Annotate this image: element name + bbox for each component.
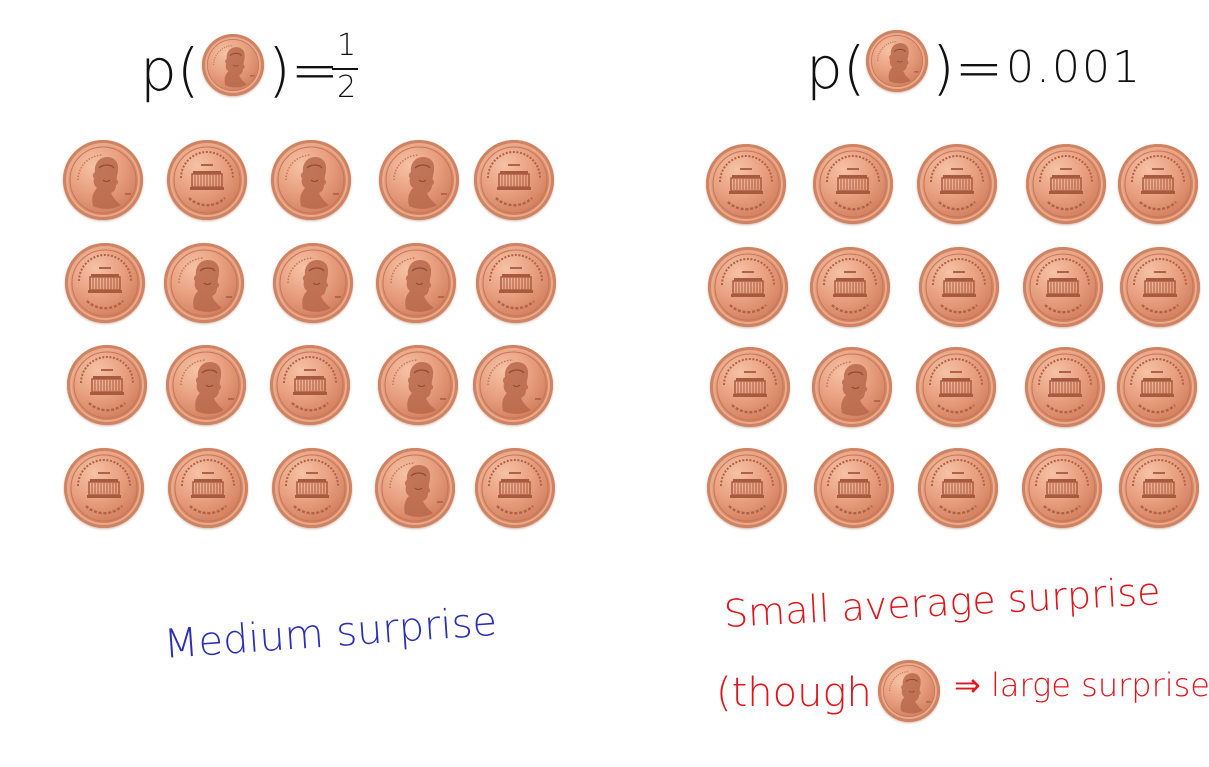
right-formula-suffix: )=	[932, 34, 1004, 102]
penny-tails-icon	[474, 140, 554, 220]
penny-tails-icon	[813, 144, 893, 224]
penny-heads-icon	[866, 30, 928, 92]
penny-tails-icon	[1022, 448, 1102, 528]
penny-heads-icon	[376, 243, 456, 323]
penny-tails-icon	[814, 448, 894, 528]
penny-tails-icon	[1023, 247, 1103, 327]
penny-tails-icon	[1119, 448, 1199, 528]
penny-tails-icon	[918, 448, 998, 528]
penny-tails-icon	[917, 144, 997, 224]
penny-tails-icon	[1118, 144, 1198, 224]
penny-tails-icon	[708, 247, 788, 327]
penny-tails-icon	[272, 448, 352, 528]
penny-tails-icon	[919, 247, 999, 327]
left-fraction-bar	[332, 68, 358, 70]
penny-tails-icon	[168, 448, 248, 528]
left-fraction-denominator: 2	[337, 70, 357, 105]
penny-tails-icon	[810, 247, 890, 327]
penny-tails-icon	[270, 345, 350, 425]
penny-heads-icon	[378, 345, 458, 425]
right-caption-line2-prefix: (though	[716, 670, 872, 716]
right-formula-prefix: p(	[806, 34, 866, 102]
penny-heads-icon	[379, 140, 459, 220]
penny-heads-icon	[375, 448, 455, 528]
right-formula-value: 0.001	[1006, 42, 1142, 93]
left-formula-prefix: p(	[140, 36, 200, 104]
penny-tails-icon	[64, 448, 144, 528]
penny-heads-icon	[166, 345, 246, 425]
penny-tails-icon	[1117, 347, 1197, 427]
penny-tails-icon	[1025, 347, 1105, 427]
penny-tails-icon	[476, 243, 556, 323]
penny-heads-icon	[812, 347, 892, 427]
penny-heads-icon	[878, 660, 940, 722]
penny-tails-icon	[706, 144, 786, 224]
penny-tails-icon	[710, 347, 790, 427]
penny-tails-icon	[707, 448, 787, 528]
penny-heads-icon	[202, 34, 264, 96]
penny-heads-icon	[271, 140, 351, 220]
left-formula-suffix: )=	[268, 36, 340, 104]
penny-tails-icon	[475, 448, 555, 528]
penny-tails-icon	[67, 345, 147, 425]
penny-heads-icon	[473, 345, 553, 425]
penny-tails-icon	[1120, 247, 1200, 327]
right-caption-line2-suffix: ⇒ large surprise)	[954, 666, 1209, 704]
penny-heads-icon	[273, 243, 353, 323]
penny-tails-icon	[1026, 144, 1106, 224]
penny-tails-icon	[916, 347, 996, 427]
left-fraction-numerator: 1	[337, 28, 357, 63]
penny-tails-icon	[65, 243, 145, 323]
penny-tails-icon	[167, 140, 247, 220]
penny-heads-icon	[63, 140, 143, 220]
penny-heads-icon	[164, 243, 244, 323]
